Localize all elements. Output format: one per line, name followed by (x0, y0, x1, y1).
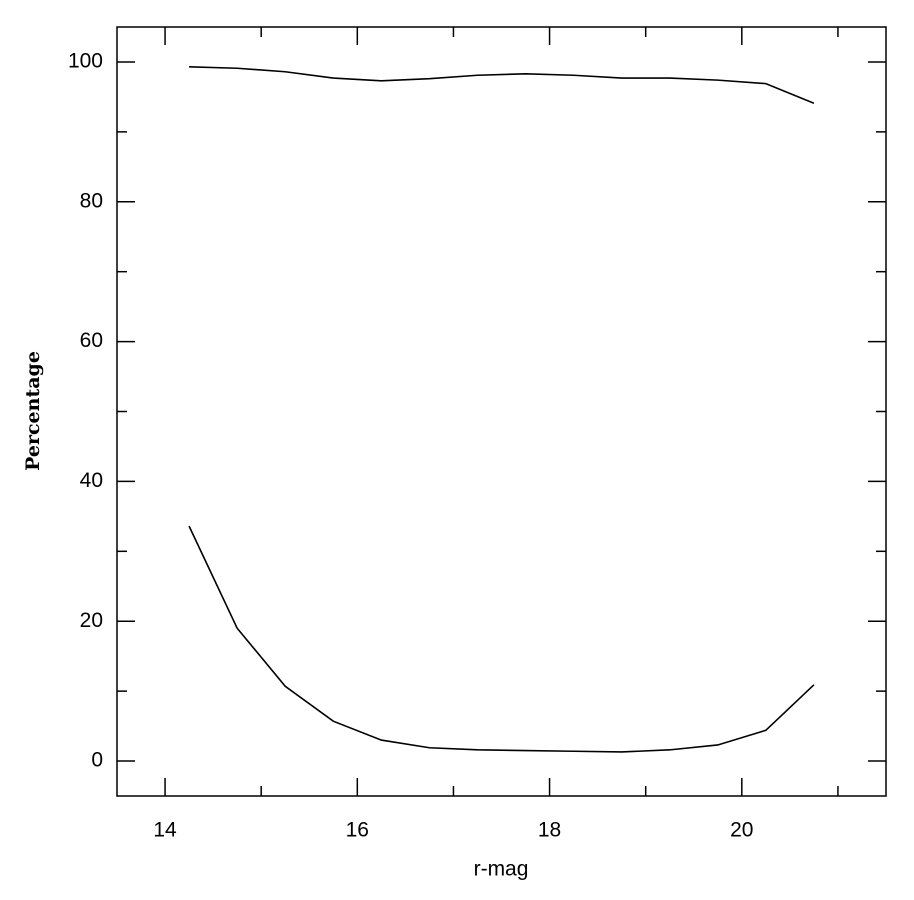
y-tick-label: 20 (80, 609, 103, 632)
y-axis-label: Percentage (22, 351, 44, 471)
y-tick-label: 40 (80, 469, 103, 492)
plot-frame (116, 26, 887, 797)
y-tick-label: 80 (80, 189, 103, 212)
y-tick-label: 60 (80, 329, 103, 352)
data-line (189, 66, 815, 104)
data-line (188, 525, 815, 753)
x-tick-label: 18 (538, 819, 561, 842)
x-axis-label: r-mag (474, 858, 529, 881)
x-tick-label: 14 (153, 819, 177, 842)
y-tick-label: 0 (91, 749, 103, 772)
y-tick-label: 100 (68, 50, 103, 73)
x-tick-label: 20 (730, 819, 753, 842)
x-tick-label: 16 (346, 819, 369, 842)
